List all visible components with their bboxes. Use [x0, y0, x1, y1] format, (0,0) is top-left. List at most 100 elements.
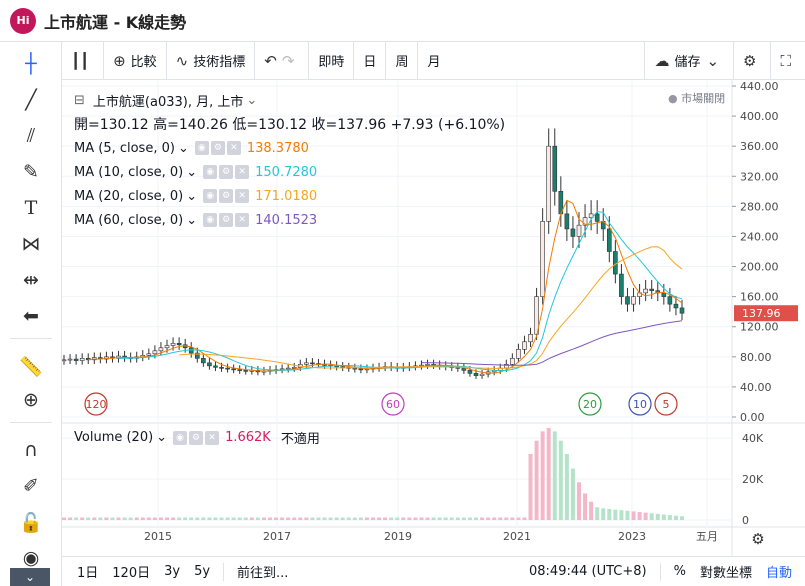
- gear-icon[interactable]: ⚙: [219, 165, 234, 179]
- pattern-icon[interactable]: ⋈: [21, 233, 41, 255]
- range-5y[interactable]: 5y: [194, 564, 211, 579]
- compare-button[interactable]: ⊕ 比較: [104, 41, 167, 80]
- gear-icon[interactable]: ⚙: [219, 213, 234, 227]
- redo-icon[interactable]: ↷: [281, 51, 295, 70]
- ma5-controls[interactable]: ◉ ⚙ ✕: [194, 141, 241, 155]
- collapse-legend-icon[interactable]: ⊟: [74, 92, 85, 108]
- ma10-controls[interactable]: ◉ ⚙ ✕: [203, 165, 250, 179]
- crosshair-icon[interactable]: ┼: [25, 53, 37, 75]
- chart-legend: ⊟ 上市航運(a033), 月, 上市 ⌄ 開=130.12 高=140.26 …: [74, 88, 505, 232]
- back-arrow-icon[interactable]: ⬅: [23, 305, 39, 327]
- interval-realtime[interactable]: 即時: [309, 41, 355, 80]
- chevron-down-icon[interactable]: ⌄: [186, 188, 198, 204]
- eye-icon[interactable]: ◉: [203, 213, 218, 227]
- volume-bar: [195, 517, 200, 520]
- goto-button[interactable]: 前往到...: [237, 566, 289, 581]
- candle-body: [304, 362, 309, 365]
- chevron-down-icon[interactable]: ⌄: [156, 430, 168, 445]
- symbol-label[interactable]: 上市航運(a033), 月, 上市: [92, 94, 244, 110]
- clock-display[interactable]: 08:49:44 (UTC+8): [529, 564, 647, 579]
- gear-icon[interactable]: ⚙: [219, 189, 234, 203]
- volume-bar: [437, 517, 442, 520]
- close-icon[interactable]: ✕: [235, 213, 250, 227]
- price-chart-svg[interactable]: 440.00400.00360.00320.00280.00240.00200.…: [61, 80, 805, 556]
- close-icon[interactable]: ✕: [235, 165, 250, 179]
- auto-scale-toggle[interactable]: 自動: [765, 566, 792, 581]
- chevron-down-icon[interactable]: ⌄: [186, 164, 198, 180]
- volume-bar: [619, 510, 624, 520]
- gear-icon[interactable]: ⚙: [210, 141, 225, 155]
- ma20-label[interactable]: MA (20, close, 0): [74, 188, 184, 204]
- interval-week[interactable]: 周: [386, 41, 419, 80]
- percent-toggle[interactable]: %: [673, 564, 686, 579]
- chevron-down-icon[interactable]: ⌄: [186, 212, 198, 228]
- eye-icon[interactable]: ◉: [203, 165, 218, 179]
- interval-day[interactable]: 日: [354, 41, 387, 80]
- volume-tick-label: 20K: [742, 473, 764, 486]
- volume-bar: [189, 517, 194, 520]
- ma10-label[interactable]: MA (10, close, 0): [74, 164, 184, 180]
- candle-body: [425, 364, 430, 366]
- volume-controls[interactable]: ◉ ⚙ ✕: [173, 430, 220, 445]
- volume-bar: [110, 517, 115, 520]
- zoom-in-icon[interactable]: ⊕: [23, 389, 39, 411]
- ma60-controls[interactable]: ◉ ⚙ ✕: [203, 213, 250, 227]
- eye-icon[interactable]: ◉: [22, 547, 40, 569]
- price-tick-label: 400.00: [740, 110, 779, 123]
- volume-bar: [86, 517, 91, 520]
- interval-month[interactable]: 月: [427, 55, 441, 70]
- ma60-label[interactable]: MA (60, close, 0): [74, 212, 184, 228]
- candle-body: [310, 362, 315, 365]
- eye-icon[interactable]: ◉: [173, 430, 188, 445]
- magnet-icon[interactable]: ∩: [24, 439, 38, 461]
- volume-bar: [371, 517, 375, 520]
- candle-body: [588, 213, 594, 218]
- volume-bar: [62, 517, 66, 520]
- chart-area[interactable]: 440.00 400.00 360.00 320.00 280.00 240.00 200.…: [61, 80, 805, 556]
- range-120d[interactable]: 120日: [112, 566, 151, 581]
- ruler-icon[interactable]: 📏: [19, 355, 43, 378]
- volume-legend: Volume (20) ⌄ ◉ ⚙ ✕ 1.662K 不適用: [74, 428, 320, 447]
- trendline-icon[interactable]: ╱: [25, 89, 37, 111]
- symbol-chevron-icon[interactable]: ⌄: [246, 92, 258, 108]
- close-icon[interactable]: ✕: [235, 189, 250, 203]
- close-icon[interactable]: ✕: [205, 430, 220, 445]
- collapse-chevron-icon[interactable]: ⌄: [10, 568, 50, 586]
- ma5-label[interactable]: MA (5, close, 0): [74, 140, 175, 156]
- period-marker-label: 120: [86, 398, 107, 411]
- ma20-value: 171.0180: [255, 188, 318, 204]
- volume-bar: [68, 517, 73, 520]
- indicators-button[interactable]: ∿ 技術指標: [167, 41, 256, 80]
- price-tick-label: 80.00: [740, 351, 772, 364]
- lock-icon[interactable]: 🔓: [19, 511, 43, 534]
- brush-icon[interactable]: ✎: [23, 161, 39, 183]
- volume-bar: [516, 517, 521, 520]
- volume-bar: [346, 517, 351, 520]
- close-icon[interactable]: ✕: [226, 141, 241, 155]
- gear-icon[interactable]: ⚙: [189, 430, 204, 445]
- candle-style-button[interactable]: ┃┃: [62, 41, 105, 80]
- text-tool-icon[interactable]: T: [24, 197, 38, 219]
- chevron-down-icon[interactable]: ⌄: [177, 140, 189, 156]
- volume-label[interactable]: Volume (20): [74, 430, 154, 445]
- range-1d[interactable]: 1日: [77, 566, 99, 581]
- eye-icon[interactable]: ◉: [203, 189, 218, 203]
- range-3y[interactable]: 3y: [164, 564, 181, 579]
- eye-icon[interactable]: ◉: [194, 141, 209, 155]
- tools-divider: [10, 338, 52, 339]
- prediction-icon[interactable]: ⇹: [23, 269, 39, 291]
- undo-icon[interactable]: ↶: [264, 51, 277, 70]
- log-scale-toggle[interactable]: 對數坐標: [699, 566, 752, 581]
- fullscreen-button[interactable]: ⛶: [771, 42, 805, 80]
- candle-body: [61, 359, 67, 362]
- pitchfork-icon[interactable]: ⫽: [26, 125, 36, 147]
- save-button[interactable]: ☁ 儲存 ⌄: [644, 41, 735, 80]
- period-marker-label: 5: [663, 398, 670, 411]
- volume-bar: [231, 517, 236, 520]
- volume-bar: [334, 517, 339, 520]
- settings-button[interactable]: ⚙: [734, 41, 772, 80]
- volume-bar: [564, 453, 569, 520]
- ma20-controls[interactable]: ◉ ⚙ ✕: [203, 189, 250, 203]
- candle-body: [667, 296, 673, 305]
- lock-drawing-icon[interactable]: ✐: [23, 475, 39, 497]
